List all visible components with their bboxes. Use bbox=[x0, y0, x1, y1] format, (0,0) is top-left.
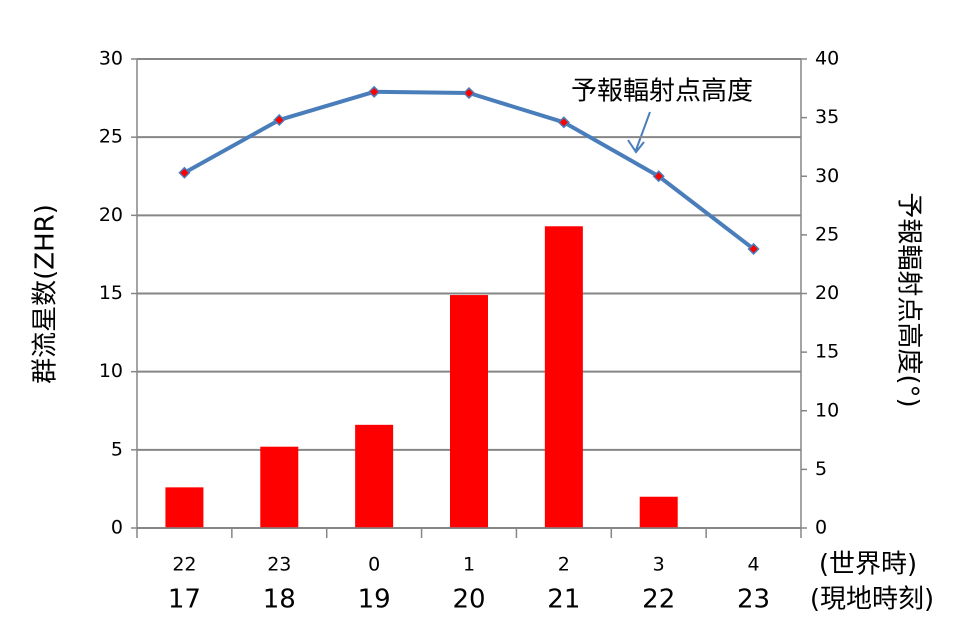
x-tick-label-local: 18 bbox=[263, 585, 296, 615]
x-tick-label-local: 23 bbox=[737, 585, 770, 615]
y-tick-label: 5 bbox=[111, 438, 123, 460]
bar bbox=[355, 424, 394, 528]
x-tick-label-local: 17 bbox=[168, 585, 201, 615]
line-marker bbox=[368, 85, 381, 98]
x-tick-label: 1 bbox=[463, 554, 475, 576]
line-marker bbox=[557, 116, 570, 129]
y-tick-label: 30 bbox=[99, 48, 123, 70]
y2-tick-label: 10 bbox=[815, 399, 839, 421]
x-tick-label: 22 bbox=[172, 554, 196, 576]
annotation: 予報輻射点高度 bbox=[571, 77, 753, 107]
y-axis-label: 群流星数(ZHR) bbox=[31, 204, 61, 384]
y2-tick-label: 35 bbox=[815, 106, 839, 128]
x-tick-label: 0 bbox=[368, 554, 380, 576]
y-tick-label: 15 bbox=[99, 282, 123, 304]
line-marker bbox=[462, 86, 476, 100]
y-tick-label: 0 bbox=[111, 517, 123, 539]
x-row-label: (世界時) bbox=[819, 550, 917, 580]
bar bbox=[260, 446, 299, 528]
y2-tick-label: 15 bbox=[815, 341, 839, 363]
y2-tick-label: 5 bbox=[815, 458, 827, 480]
bar bbox=[165, 487, 204, 528]
x-tick-label-local: 19 bbox=[358, 585, 391, 615]
line-marker bbox=[747, 242, 760, 256]
line-marker bbox=[273, 113, 286, 127]
x-tick-label: 4 bbox=[748, 554, 760, 576]
y-tick-label: 20 bbox=[99, 204, 123, 226]
line bbox=[183, 89, 755, 251]
x-tick-label: 23 bbox=[267, 554, 291, 576]
x-tick-label: 2 bbox=[558, 554, 570, 576]
line-marker bbox=[652, 170, 665, 183]
bar bbox=[450, 295, 488, 528]
y-tick-label: 25 bbox=[99, 126, 123, 148]
x-tick-label-local: 21 bbox=[547, 585, 580, 615]
y2-tick-label: 25 bbox=[815, 223, 839, 245]
x-tick-label-local: 20 bbox=[452, 585, 485, 615]
y2-tick-label: 20 bbox=[815, 282, 839, 304]
y2-tick-label: 30 bbox=[815, 165, 839, 187]
y2-tick-label: 40 bbox=[815, 48, 839, 70]
y2-tick-label: 0 bbox=[815, 517, 827, 539]
y2-axis-label: 予報輻射点高度(°) bbox=[894, 192, 924, 407]
line-marker bbox=[178, 166, 191, 179]
bar bbox=[639, 496, 678, 528]
y-tick-label: 10 bbox=[99, 360, 123, 382]
x-tick-label-local: 22 bbox=[642, 585, 675, 615]
x-tick-label: 3 bbox=[653, 554, 665, 576]
x-row-label: (現地時刻) bbox=[810, 585, 934, 615]
bar bbox=[544, 226, 583, 528]
annotation-arrow bbox=[627, 111, 651, 154]
